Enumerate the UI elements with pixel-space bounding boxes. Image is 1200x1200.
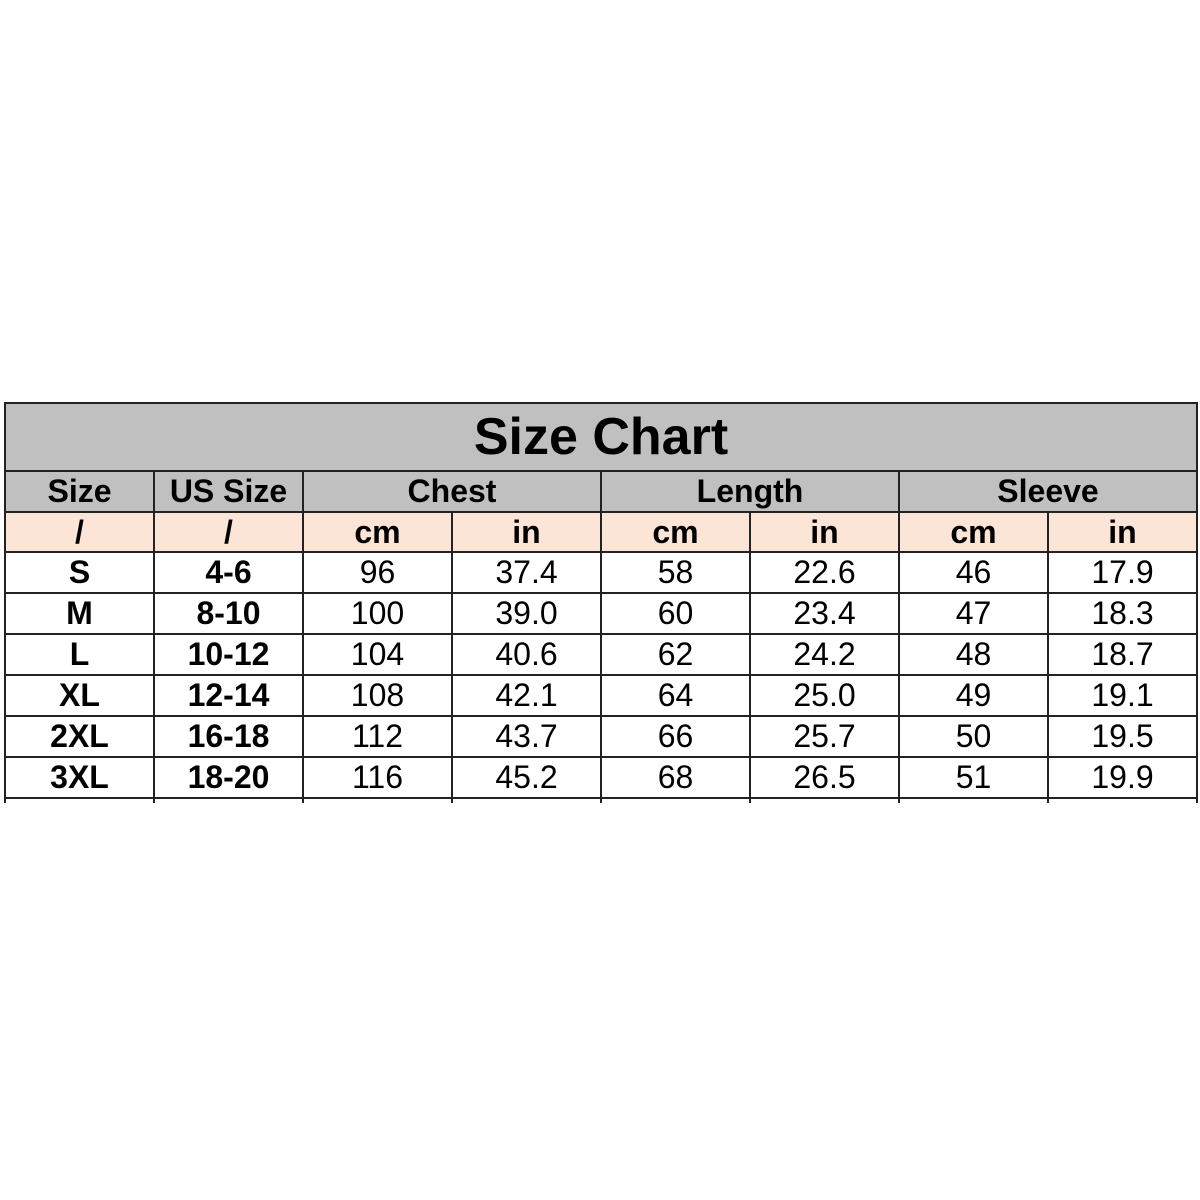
table-cell: 50: [898, 715, 1049, 758]
table-cell: 24.2: [749, 633, 900, 676]
table-cell: 66: [600, 715, 751, 758]
size-chart-table: Size Chart Size US Size Chest Length Sle…: [4, 402, 1198, 803]
table-cell: 16-18: [153, 715, 304, 758]
unit-cell: cm: [600, 511, 751, 553]
table-cell: 22.6: [749, 551, 900, 594]
table-cell: 25.0: [749, 674, 900, 717]
table-cell: 108: [302, 674, 453, 717]
table-cell: 19.5: [1047, 715, 1198, 758]
table-cell: 43.7: [451, 715, 602, 758]
table-cell: 60: [600, 592, 751, 635]
table-cell: 100: [302, 592, 453, 635]
table-row: L 10-12 104 40.6 62 24.2 48 18.7: [4, 633, 1198, 676]
table-row: S 4-6 96 37.4 58 22.6 46 17.9: [4, 551, 1198, 594]
table-cell: L: [4, 633, 155, 676]
table-bottom-edge: [1047, 798, 1198, 803]
table-cell: 25.7: [749, 715, 900, 758]
table-row: XL 12-14 108 42.1 64 25.0 49 19.1: [4, 674, 1198, 717]
header-row: Size US Size Chest Length Sleeve: [4, 470, 1198, 513]
table-cell: 37.4: [451, 551, 602, 594]
table-cell: 12-14: [153, 674, 304, 717]
table-cell: 64: [600, 674, 751, 717]
table-cell: 42.1: [451, 674, 602, 717]
table-cell: 104: [302, 633, 453, 676]
table-cell: 45.2: [451, 756, 602, 799]
table-row: 3XL 18-20 116 45.2 68 26.5 51 19.9: [4, 756, 1198, 799]
table-cell: 116: [302, 756, 453, 799]
header-chest: Chest: [302, 470, 602, 513]
table-bottom-edge: [153, 798, 304, 803]
table-cell: 2XL: [4, 715, 155, 758]
table-cell: 58: [600, 551, 751, 594]
unit-cell: in: [749, 511, 900, 553]
unit-row: / / cm in cm in cm in: [4, 511, 1198, 553]
table-cell: 18.7: [1047, 633, 1198, 676]
chart-title: Size Chart: [4, 402, 1198, 472]
table-cell: 40.6: [451, 633, 602, 676]
unit-cell: cm: [302, 511, 453, 553]
header-sleeve: Sleeve: [898, 470, 1198, 513]
table-cell: 51: [898, 756, 1049, 799]
table-cell: S: [4, 551, 155, 594]
unit-cell: in: [1047, 511, 1198, 553]
table-bottom-edge: [451, 798, 602, 803]
table-cell: 3XL: [4, 756, 155, 799]
table-cell: 48: [898, 633, 1049, 676]
unit-cell: in: [451, 511, 602, 553]
table-cell: 4-6: [153, 551, 304, 594]
table-bottom-edge: [302, 798, 453, 803]
table-cell: 49: [898, 674, 1049, 717]
table-cell: 19.1: [1047, 674, 1198, 717]
table-cell: 46: [898, 551, 1049, 594]
header-length: Length: [600, 470, 900, 513]
table-cell: 18.3: [1047, 592, 1198, 635]
table-bottom-edge: [4, 798, 155, 803]
table-cell: 96: [302, 551, 453, 594]
table-row: 2XL 16-18 112 43.7 66 25.7 50 19.5: [4, 715, 1198, 758]
size-chart: Size Chart Size US Size Chest Length Sle…: [4, 402, 1198, 803]
table-cell: 68: [600, 756, 751, 799]
table-cell: 23.4: [749, 592, 900, 635]
table-cell: 62: [600, 633, 751, 676]
unit-cell: /: [153, 511, 304, 553]
header-size: Size: [4, 470, 155, 513]
table-cell: 10-12: [153, 633, 304, 676]
table-cell: XL: [4, 674, 155, 717]
table-bottom-edge: [749, 798, 900, 803]
unit-cell: /: [4, 511, 155, 553]
table-cell: 18-20: [153, 756, 304, 799]
table-cell: 39.0: [451, 592, 602, 635]
table-bottom-edge: [600, 798, 751, 803]
table-row: M 8-10 100 39.0 60 23.4 47 18.3: [4, 592, 1198, 635]
table-cell: 112: [302, 715, 453, 758]
table-cell: M: [4, 592, 155, 635]
table-cell: 26.5: [749, 756, 900, 799]
header-us-size: US Size: [153, 470, 304, 513]
table-cell: 19.9: [1047, 756, 1198, 799]
unit-cell: cm: [898, 511, 1049, 553]
table-cell: 8-10: [153, 592, 304, 635]
table-cell: 17.9: [1047, 551, 1198, 594]
table-cell: 47: [898, 592, 1049, 635]
table-bottom-edge: [898, 798, 1049, 803]
